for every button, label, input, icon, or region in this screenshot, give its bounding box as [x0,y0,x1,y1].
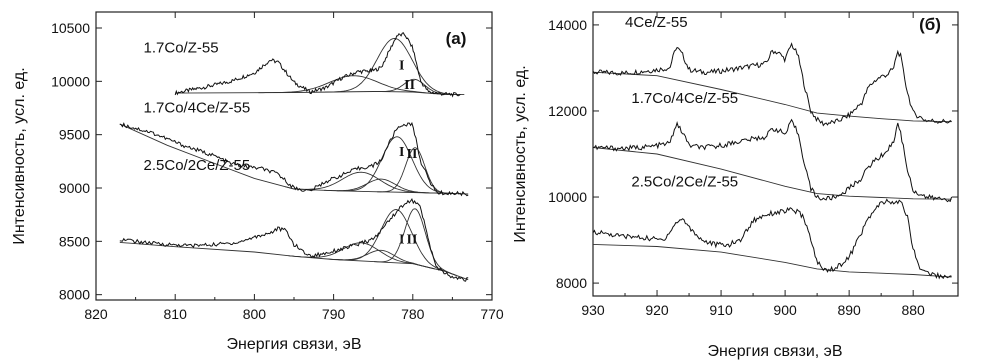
y-tick-label: 10000 [548,189,587,205]
background-line [592,147,952,200]
panel-a: 820 810 800 790 780 770 8000 8500 9000 9500 10000 1… [11,11,504,353]
panel-b: 930 920 910 900 890 880 8000 10000 12000 14000 Эне… [512,11,959,360]
y-tick-label: 8500 [59,233,90,249]
y-tick-label: 8000 [556,275,587,291]
spectrum-line [174,32,461,98]
spectrum-line [592,198,952,280]
x-tick-label: 880 [901,302,925,318]
spectrum-line [592,42,952,127]
series-name-label: 2.5Co/2Ce/Z-55 [144,157,251,174]
component-label: II [407,232,418,247]
x-tick-label: 790 [322,306,346,322]
y-tick-label: 12000 [548,103,587,119]
plot-frame [592,11,959,297]
fit-component [336,209,457,276]
series-name-label: 2.5Co/2Ce/Z-55 [631,173,738,190]
x-tick-label: 770 [480,306,504,322]
series-0: 4Ce/Z-55 [592,14,952,127]
x-tick-label: 820 [84,306,108,322]
component-label: I [399,145,404,160]
y-tick-label: 9500 [59,127,90,143]
x-axis-title: Энергия связи, эВ [708,343,843,360]
series-1: 1.7Co/4Ce/Z-55 [592,90,953,203]
series-1: I II 1.7Co/4Ce/Z-55 [119,99,469,197]
fit-component [285,171,438,194]
component-label: II [404,78,415,93]
component-label: I [399,59,404,74]
x-tick-label: 930 [581,302,605,318]
series-name-label: 1.7Co/4Ce/Z-55 [631,90,738,107]
x-tick-label: 810 [164,306,188,322]
x-tick-label: 920 [645,302,669,318]
panel-label: (б) [919,15,941,34]
x-tick-label: 900 [773,302,797,318]
y-tick-label: 10500 [51,20,90,36]
x-axis-title: Энергия связи, эВ [227,336,362,353]
y-axis-title: Интенсивность, усл. ед. [11,67,28,244]
fit-component [373,208,457,276]
series-0: III 1.7Co/Z-55 [144,32,465,98]
fit-component [324,37,465,96]
series-name-label: 4Ce/Z-55 [625,14,688,31]
spectrum-line [593,118,953,203]
x-tick-label: 800 [243,306,267,322]
y-tick-label: 10000 [51,73,90,89]
fit-component [324,178,439,194]
panel-label: (a) [446,29,467,48]
background-line [592,243,952,278]
y-tick-label: 8000 [59,287,90,303]
series-name-label: 1.7Co/Z-55 [144,40,219,57]
y-axis-title: Интенсивность, усл. ед. [512,65,529,242]
spectrum-line [119,198,469,282]
x-tick-label: 780 [401,306,425,322]
x-tick-label: 910 [709,302,733,318]
fit-component [288,242,435,270]
y-tick-label: 9000 [59,180,90,196]
y-tick-label: 14000 [548,17,587,33]
fit-component [327,249,436,270]
series-name-label: 1.7Co/4Ce/Z-55 [144,99,251,116]
component-label: II [407,147,418,162]
fit-component [258,75,449,95]
series-2: I II2.5Co/2Ce/Z-55 [119,157,469,282]
background-line [119,241,469,281]
spectrum-line [119,121,469,197]
background-line [592,71,952,123]
x-tick-label: 890 [837,302,861,318]
series-2: 2.5Co/2Ce/Z-55 [592,173,952,280]
